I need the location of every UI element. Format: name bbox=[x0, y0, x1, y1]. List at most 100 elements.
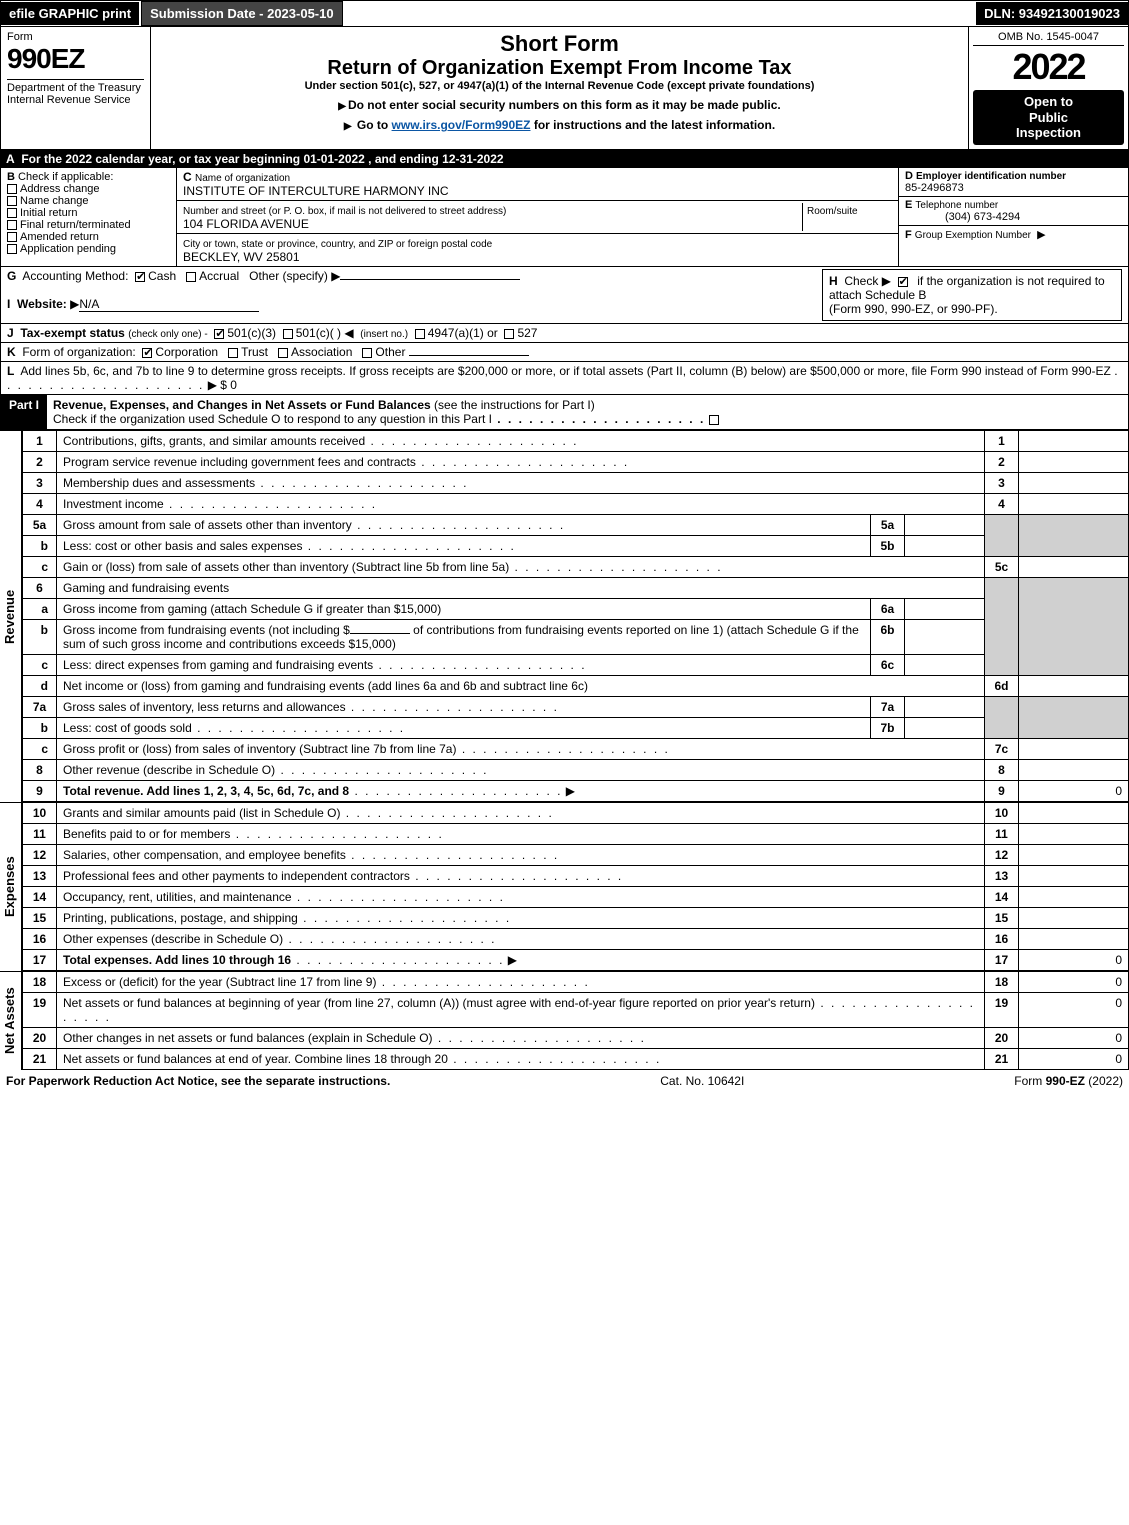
arrow-icon bbox=[344, 118, 354, 132]
line-7c-amt bbox=[1019, 738, 1129, 759]
letter-e: E bbox=[905, 199, 912, 211]
line-8-text: Other revenue (describe in Schedule O) bbox=[63, 763, 275, 777]
initial-label: Initial return bbox=[20, 207, 77, 219]
trust-checkbox[interactable] bbox=[228, 348, 238, 358]
ein-value: 85-2496873 bbox=[905, 182, 964, 194]
line-6b-pre: Gross income from fundraising events (no… bbox=[63, 623, 350, 637]
line-16-text: Other expenses (describe in Schedule O) bbox=[63, 932, 283, 946]
org-name: INSTITUTE OF INTERCULTURE HARMONY INC bbox=[183, 184, 449, 198]
schedule-o-checkbox[interactable] bbox=[709, 415, 719, 425]
line-14-amt bbox=[1019, 886, 1129, 907]
box-d-label: Employer identification number bbox=[916, 171, 1066, 182]
other-label: Other (specify) bbox=[249, 269, 328, 283]
open-line-1: Open to bbox=[975, 94, 1122, 110]
line-6d-amt bbox=[1019, 675, 1129, 696]
line-i-label: Website: bbox=[17, 297, 67, 311]
line-8-amt bbox=[1019, 759, 1129, 780]
line-5a-amt bbox=[905, 514, 985, 535]
header-right: OMB No. 1545-0047 2022 Open to Public In… bbox=[968, 27, 1128, 149]
line-18-text: Excess or (deficit) for the year (Subtra… bbox=[63, 975, 376, 989]
efile-print-label: efile GRAPHIC print bbox=[1, 2, 139, 25]
part-1-note: (see the instructions for Part I) bbox=[434, 398, 595, 412]
line-21-amt: 0 bbox=[1019, 1048, 1129, 1069]
revenue-table: 1Contributions, gifts, grants, and simil… bbox=[22, 430, 1129, 802]
line-15-text: Printing, publications, postage, and shi… bbox=[63, 911, 298, 925]
line-6-text: Gaming and fundraising events bbox=[63, 581, 229, 595]
4947-label: 4947(a)(1) or bbox=[428, 326, 498, 340]
instructions-link[interactable]: www.irs.gov/Form990EZ bbox=[392, 118, 531, 132]
footer-left: For Paperwork Reduction Act Notice, see … bbox=[6, 1074, 390, 1088]
form-header: Form 990EZ Department of the Treasury In… bbox=[0, 27, 1129, 150]
omb-number: OMB No. 1545-0047 bbox=[973, 31, 1124, 46]
open-line-3: Inspection bbox=[975, 125, 1122, 141]
4947-checkbox[interactable] bbox=[415, 329, 425, 339]
app-pending-checkbox[interactable] bbox=[7, 244, 17, 254]
line-2-amt bbox=[1019, 451, 1129, 472]
line-1-amt bbox=[1019, 430, 1129, 451]
final-return-checkbox[interactable] bbox=[7, 220, 17, 230]
line-2-text: Program service revenue including govern… bbox=[63, 455, 416, 469]
header-left: Form 990EZ Department of the Treasury In… bbox=[1, 27, 151, 149]
accrual-label: Accrual bbox=[199, 269, 239, 283]
tax-year: 2022 bbox=[973, 46, 1124, 88]
line-19-amt: 0 bbox=[1019, 992, 1129, 1027]
addr-change-label: Address change bbox=[20, 183, 100, 195]
letter-h: H bbox=[829, 274, 838, 288]
cash-checkbox[interactable] bbox=[135, 272, 145, 282]
line-12-amt bbox=[1019, 844, 1129, 865]
line-5b-amt bbox=[905, 535, 985, 556]
line-k-label: Form of organization: bbox=[22, 345, 135, 359]
addr-change-checkbox[interactable] bbox=[7, 184, 17, 194]
letter-d: D bbox=[905, 170, 913, 182]
501c-checkbox[interactable] bbox=[283, 329, 293, 339]
line-14-text: Occupancy, rent, utilities, and maintena… bbox=[63, 890, 292, 904]
line-3-text: Membership dues and assessments bbox=[63, 476, 255, 490]
amended-checkbox[interactable] bbox=[7, 232, 17, 242]
corp-checkbox[interactable] bbox=[142, 348, 152, 358]
dln-label: DLN: 93492130019023 bbox=[976, 2, 1128, 25]
line-7a-text: Gross sales of inventory, less returns a… bbox=[63, 700, 346, 714]
letter-b: B bbox=[7, 171, 15, 183]
room-label: Room/suite bbox=[807, 206, 858, 217]
line-l: L Add lines 5b, 6c, and 7b to line 9 to … bbox=[0, 362, 1129, 395]
org-info-block: B Check if applicable: Address change Na… bbox=[0, 168, 1129, 267]
assoc-checkbox[interactable] bbox=[278, 348, 288, 358]
line-6b-contrib-field[interactable] bbox=[350, 633, 410, 634]
line-l-amt: $ 0 bbox=[220, 378, 237, 392]
line-19-text: Net assets or fund balances at beginning… bbox=[63, 996, 815, 1010]
topbar: efile GRAPHIC print Submission Date - 20… bbox=[0, 0, 1129, 27]
insert-no-label: (insert no.) bbox=[360, 329, 408, 340]
amended-label: Amended return bbox=[20, 231, 99, 243]
instr-2-pre: Go to bbox=[357, 118, 392, 132]
other-specify-field[interactable] bbox=[340, 279, 520, 280]
initial-return-checkbox[interactable] bbox=[7, 208, 17, 218]
footer-right-bold: 990-EZ bbox=[1046, 1074, 1085, 1088]
line-a-text: For the 2022 calendar year, or tax year … bbox=[21, 152, 503, 166]
line-7c-text: Gross profit or (loss) from sales of inv… bbox=[63, 742, 456, 756]
other-org-label: Other bbox=[375, 345, 405, 359]
other-org-checkbox[interactable] bbox=[362, 348, 372, 358]
schedule-b-checkbox[interactable] bbox=[898, 277, 908, 287]
accrual-checkbox[interactable] bbox=[186, 272, 196, 282]
line-10-text: Grants and similar amounts paid (list in… bbox=[63, 806, 340, 820]
line-3-amt bbox=[1019, 472, 1129, 493]
name-change-checkbox[interactable] bbox=[7, 196, 17, 206]
other-org-field[interactable] bbox=[409, 355, 529, 356]
line-9-text: Total revenue. Add lines 1, 2, 3, 4, 5c,… bbox=[63, 784, 349, 798]
line-15-amt bbox=[1019, 907, 1129, 928]
footer-mid: Cat. No. 10642I bbox=[660, 1074, 744, 1088]
letter-i: I bbox=[7, 297, 10, 311]
line-5b-text: Less: cost or other basis and sales expe… bbox=[63, 539, 302, 553]
line-j-note: (check only one) - bbox=[128, 329, 207, 340]
line-13-amt bbox=[1019, 865, 1129, 886]
dept-label: Department of the Treasury bbox=[7, 82, 144, 94]
501c3-checkbox[interactable] bbox=[214, 329, 224, 339]
letter-a: A bbox=[6, 152, 15, 166]
website-value: N/A bbox=[79, 297, 259, 312]
box-b-label: Check if applicable: bbox=[18, 171, 113, 183]
part-1-check-note: Check if the organization used Schedule … bbox=[53, 412, 492, 426]
line-4-amt bbox=[1019, 493, 1129, 514]
line-18-amt: 0 bbox=[1019, 971, 1129, 992]
527-checkbox[interactable] bbox=[504, 329, 514, 339]
open-to-public-box: Open to Public Inspection bbox=[973, 90, 1124, 145]
